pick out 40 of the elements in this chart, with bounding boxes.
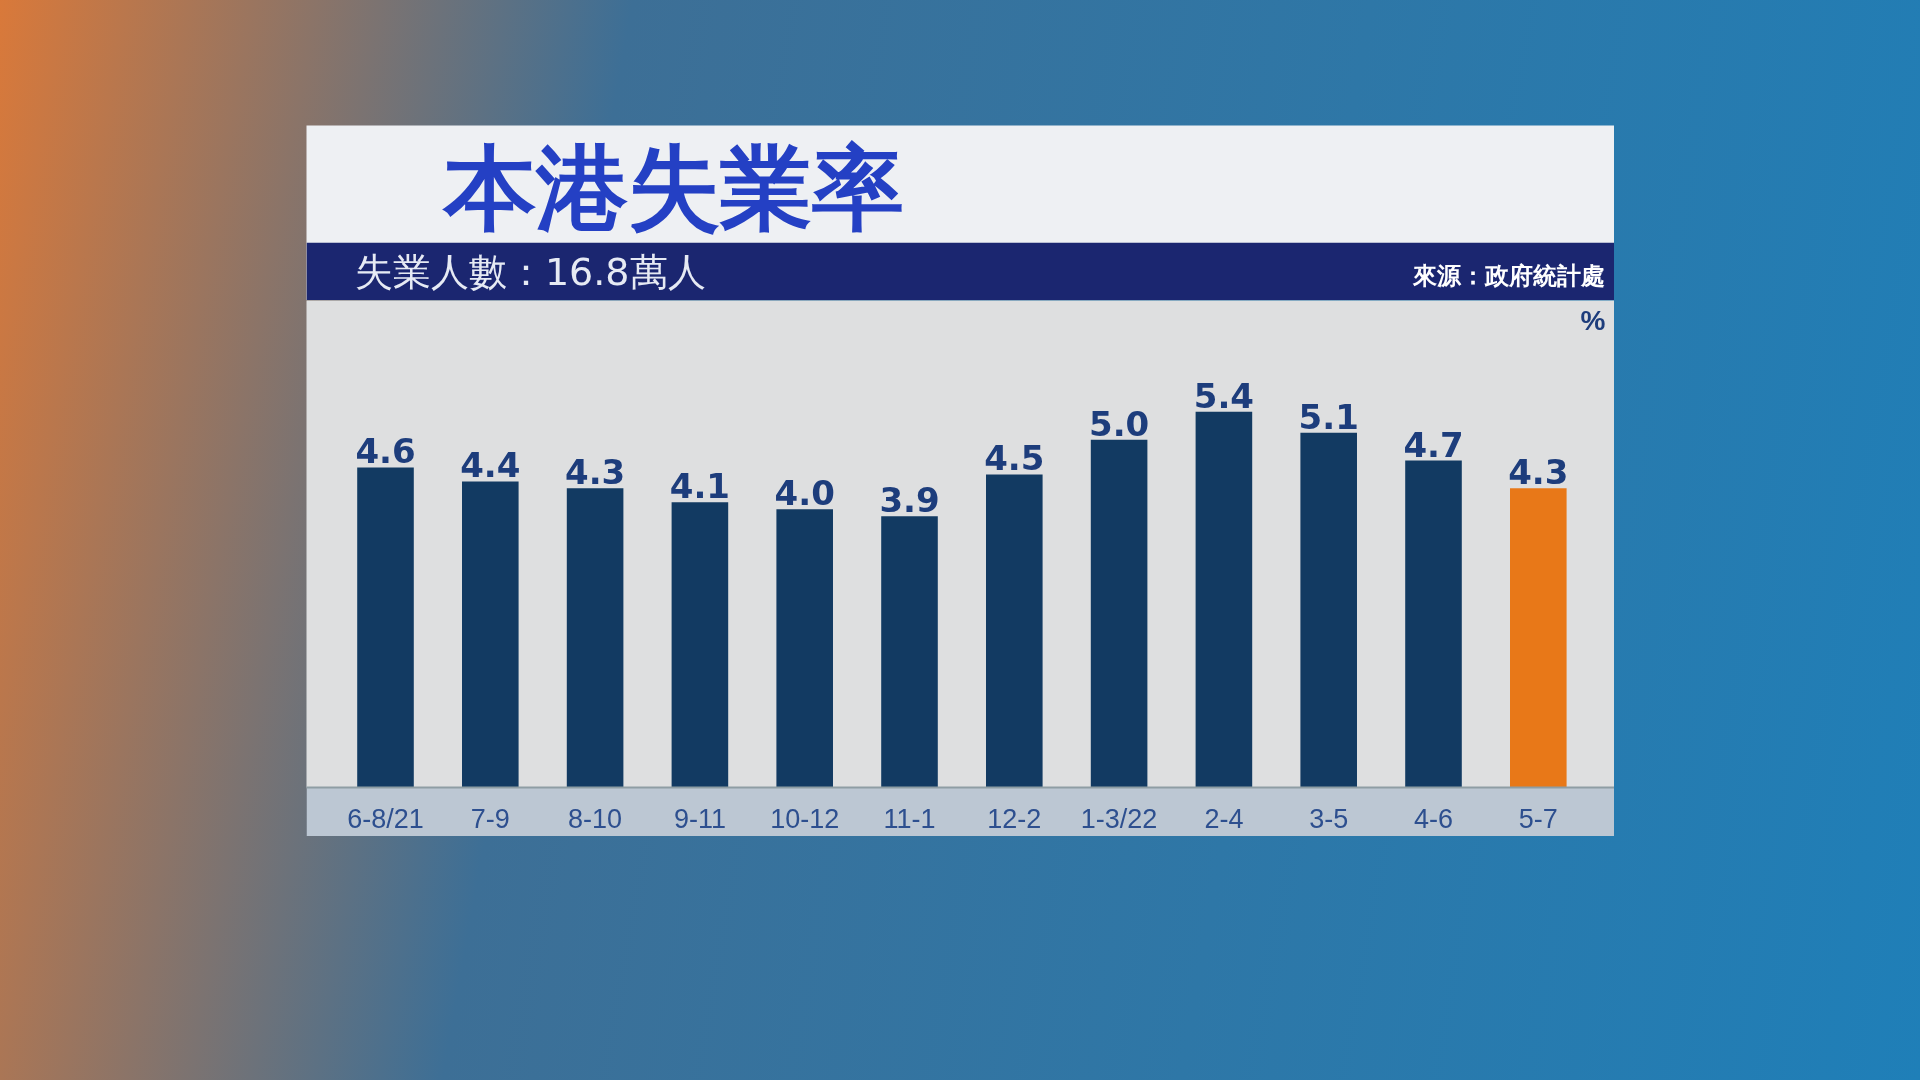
bar bbox=[357, 467, 414, 788]
data-label: 4.5 bbox=[984, 438, 1045, 479]
x-tick-label: 6-8/21 bbox=[347, 803, 424, 834]
x-tick-label: 8-10 bbox=[568, 803, 623, 834]
bar bbox=[1090, 439, 1148, 788]
bar bbox=[776, 509, 833, 788]
x-tick-label: 1-3/22 bbox=[1080, 803, 1158, 834]
bar bbox=[881, 516, 938, 788]
bar bbox=[1510, 488, 1567, 788]
bar bbox=[671, 502, 729, 788]
data-label: 5.4 bbox=[1193, 375, 1255, 416]
text: 來源：政府統計處 bbox=[1412, 262, 1606, 290]
data-label: 3.9 bbox=[879, 480, 940, 521]
chart-subtitle: 失業人數：16.8萬人 bbox=[354, 249, 706, 294]
data-label: 5.0 bbox=[1088, 403, 1150, 444]
data-label: 4.6 bbox=[355, 431, 416, 472]
data-label: 4.7 bbox=[1403, 424, 1464, 465]
data-label: 4.3 bbox=[564, 452, 626, 493]
x-tick-label: 11-1 bbox=[883, 803, 936, 834]
x-tick-label: 7-9 bbox=[470, 803, 510, 834]
x-tick-label: 5-7 bbox=[1518, 803, 1558, 834]
bar bbox=[462, 481, 519, 788]
bar bbox=[566, 488, 624, 788]
data-label: 4.3 bbox=[1508, 452, 1569, 493]
y-axis-title: % bbox=[1580, 304, 1606, 336]
x-tick-label: 4-6 bbox=[1413, 803, 1454, 834]
x-tick-label: 3-5 bbox=[1309, 803, 1349, 834]
x-tick-label: 12-2 bbox=[987, 803, 1042, 834]
bar bbox=[986, 474, 1043, 788]
data-label: 5.1 bbox=[1298, 396, 1359, 437]
x-tick-label: 9-11 bbox=[673, 803, 726, 834]
data-label: 4.4 bbox=[460, 445, 521, 486]
x-tick-label: 10-12 bbox=[770, 803, 840, 834]
bar bbox=[1195, 411, 1253, 788]
x-tick-label: 2-4 bbox=[1204, 803, 1244, 834]
chart-title: 本港失業率 bbox=[441, 135, 904, 242]
bar bbox=[1405, 460, 1462, 788]
data-label: 4.1 bbox=[669, 466, 731, 507]
data-label: 4.0 bbox=[774, 473, 835, 514]
bar bbox=[1300, 432, 1357, 788]
